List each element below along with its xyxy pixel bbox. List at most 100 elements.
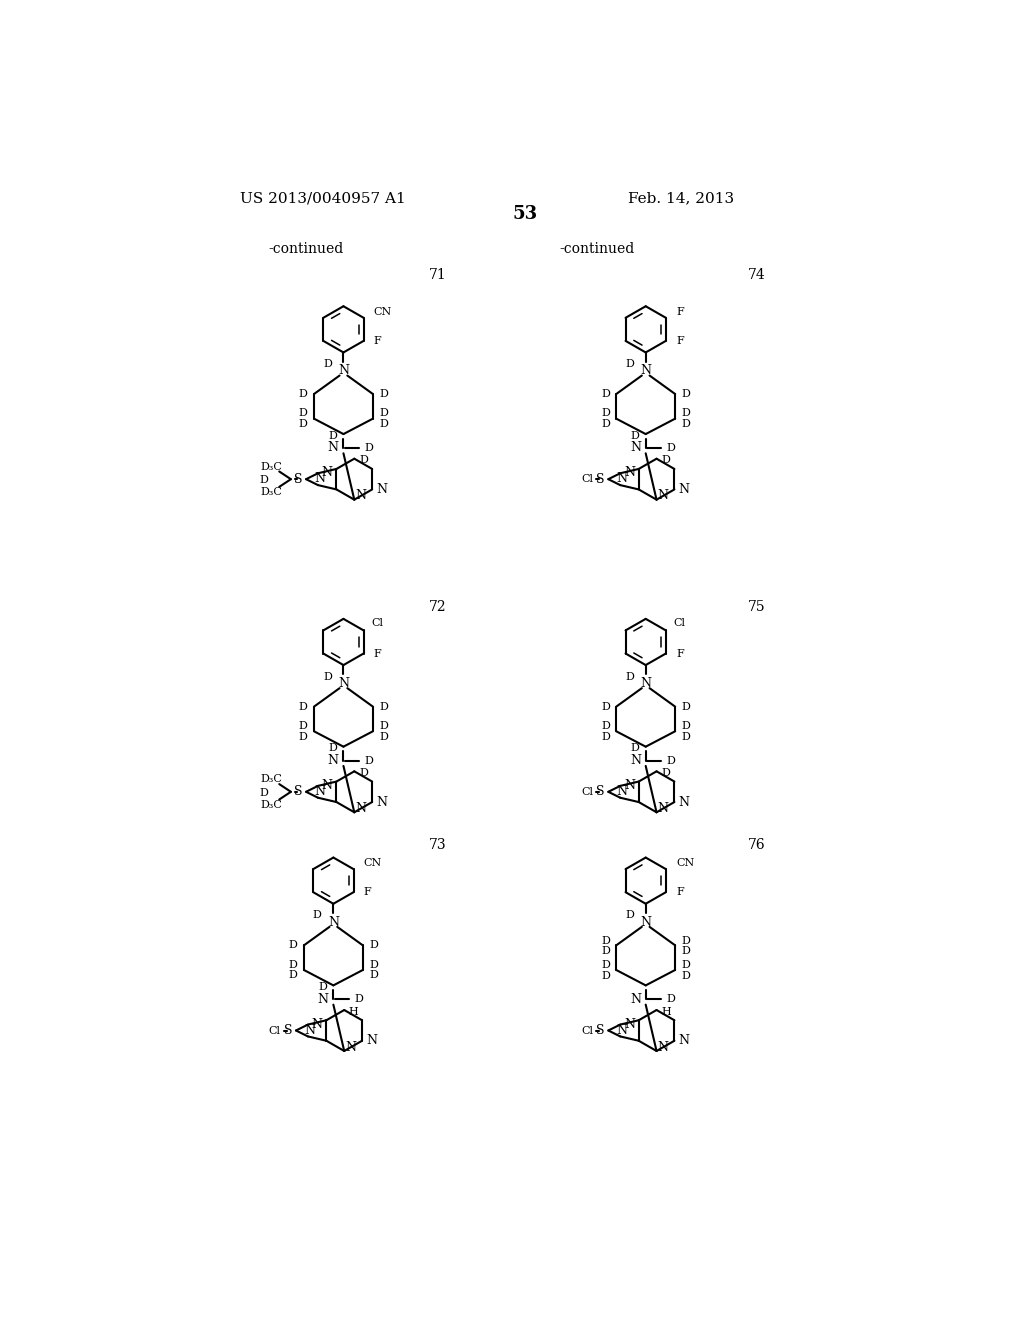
Text: N: N [345,1040,356,1053]
Text: D: D [328,743,337,754]
Text: N: N [616,1024,628,1036]
Text: D: D [667,994,676,1005]
Text: N: N [328,441,339,454]
Text: Cl: Cl [581,787,593,797]
Text: US 2013/0040957 A1: US 2013/0040957 A1 [241,191,407,206]
Text: N: N [304,1024,315,1036]
Text: N: N [322,466,333,479]
Text: D: D [682,418,690,429]
Text: D: D [601,936,610,945]
Text: D: D [299,418,307,429]
Text: Cl: Cl [581,1026,593,1035]
Text: F: F [676,648,684,659]
Text: D: D [682,936,690,945]
Text: -continued: -continued [559,243,635,256]
Text: Cl: Cl [581,474,593,484]
Text: D: D [601,946,610,957]
Text: N: N [366,1035,377,1047]
Text: F: F [364,887,372,898]
Text: N: N [328,754,339,767]
Text: D: D [682,702,690,711]
Text: D: D [631,743,639,754]
Text: N: N [328,916,339,929]
Text: N: N [616,473,628,486]
Text: CN: CN [676,858,694,869]
Text: D₃C: D₃C [260,487,283,498]
Text: F: F [676,306,684,317]
Text: D: D [379,721,388,731]
Text: S: S [294,473,302,486]
Text: N: N [314,785,325,799]
Text: D: D [667,444,676,453]
Text: N: N [624,1018,635,1031]
Text: D: D [601,961,610,970]
Text: N: N [311,1018,323,1031]
Text: 53: 53 [512,205,538,223]
Text: D: D [379,408,388,418]
Text: D: D [370,960,378,970]
Text: D₃C: D₃C [260,800,283,810]
Text: N: N [355,490,366,503]
Text: D: D [370,940,378,950]
Text: F: F [374,335,381,346]
Text: CN: CN [364,858,382,869]
Text: Cl: Cl [372,618,383,628]
Text: N: N [376,483,387,496]
Text: D: D [323,359,332,370]
Text: D: D [299,702,307,711]
Text: D: D [662,455,671,465]
Text: 73: 73 [429,838,446,853]
Text: F: F [676,887,684,898]
Text: D: D [289,940,298,950]
Text: D: D [682,961,690,970]
Text: N: N [640,916,651,929]
Text: F: F [374,648,381,659]
Text: D: D [379,389,388,399]
Text: N: N [317,993,329,1006]
Text: D: D [365,444,374,453]
Text: D: D [313,911,322,920]
Text: D: D [601,418,610,429]
Text: 74: 74 [748,268,766,282]
Text: N: N [678,796,689,809]
Text: N: N [657,490,669,503]
Text: D: D [359,768,368,777]
Text: D₃C: D₃C [260,775,283,784]
Text: D: D [328,430,337,441]
Text: 76: 76 [748,838,766,853]
Text: N: N [314,473,325,486]
Text: Cl: Cl [674,618,686,628]
Text: N: N [640,364,651,378]
Text: D: D [259,788,268,797]
Text: D₃C: D₃C [260,462,283,471]
Text: D: D [379,731,388,742]
Text: D: D [682,721,690,731]
Text: N: N [630,441,641,454]
Text: N: N [624,779,635,792]
Text: N: N [678,1035,689,1047]
Text: S: S [596,473,605,486]
Text: D: D [289,960,298,970]
Text: D: D [379,418,388,429]
Text: N: N [657,803,669,814]
Text: D: D [289,970,298,981]
Text: D: D [359,455,368,465]
Text: 71: 71 [429,268,446,282]
Text: N: N [630,993,641,1006]
Text: D: D [299,721,307,731]
Text: D: D [601,731,610,742]
Text: N: N [657,1040,669,1053]
Text: S: S [596,785,605,799]
Text: N: N [338,677,349,690]
Text: D: D [682,731,690,742]
Text: D: D [299,731,307,742]
Text: N: N [616,785,628,799]
Text: D: D [354,994,364,1005]
Text: Cl: Cl [268,1026,281,1035]
Text: D: D [667,755,676,766]
Text: H: H [660,1007,671,1016]
Text: N: N [355,803,366,814]
Text: N: N [640,677,651,690]
Text: D: D [682,946,690,957]
Text: D: D [626,359,634,370]
